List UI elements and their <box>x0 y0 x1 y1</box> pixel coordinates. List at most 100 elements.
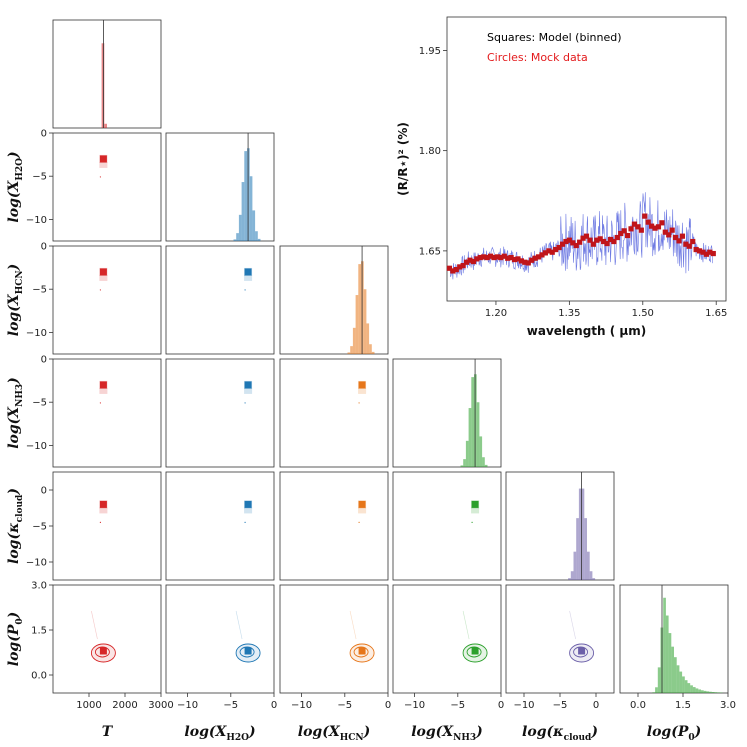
y-tick-label: 0 <box>41 242 47 253</box>
scatter-tail <box>235 610 243 640</box>
hist-bar <box>676 665 680 693</box>
x-tick-label: 0 <box>498 700 504 711</box>
hist-bar <box>687 683 691 693</box>
panel-kappa-kappa <box>505 471 615 581</box>
hist-bar <box>255 231 258 241</box>
panel-frame <box>279 471 389 581</box>
binned-point <box>710 250 716 257</box>
truth-marker <box>471 647 479 655</box>
scatter-dot <box>244 289 246 291</box>
hist-bar <box>584 518 587 580</box>
binned-point <box>522 259 528 265</box>
binned-point <box>621 228 627 234</box>
y-tick-label: 0 <box>41 486 47 497</box>
label-main: T <box>102 724 114 740</box>
panel-frame <box>505 471 615 581</box>
binned-point <box>477 254 483 261</box>
y-tick-label: 0 <box>41 355 47 366</box>
legend-entry: Squares: Model (binned) <box>487 31 622 44</box>
label-main: log(κ <box>522 724 564 740</box>
panel-NH3-NH3 <box>392 358 502 468</box>
scatter-dot <box>358 402 360 404</box>
hist-bar <box>479 436 483 467</box>
label-main: log(X <box>6 180 22 223</box>
x-tick-label: −10 <box>177 700 198 711</box>
hist-bar <box>363 289 367 354</box>
binned-point <box>518 258 524 264</box>
scatter-dot <box>99 402 101 404</box>
x-tick-label: −10 <box>404 700 425 711</box>
density-tail <box>99 274 108 281</box>
hist-bar <box>369 344 372 354</box>
binned-point <box>501 253 507 259</box>
truth-marker <box>99 647 107 655</box>
y-tick-label: −5 <box>32 398 47 409</box>
spectrum-ylabel: (R/R⋆)² (%) <box>396 122 410 196</box>
binned-point <box>662 229 668 235</box>
binned-point <box>470 258 477 265</box>
binned-point <box>515 256 521 262</box>
x-tick-label: 1.35 <box>558 308 580 319</box>
x-tick-label: 1.50 <box>632 308 654 319</box>
truth-marker <box>358 381 366 389</box>
panel-kappa-HCN <box>279 471 389 581</box>
density-tail <box>471 507 480 514</box>
label-sub: 0 <box>15 618 25 624</box>
binned-point <box>652 225 658 231</box>
panel-P0-T: 3.0 1.5 0.0 1000 2000 3000 <box>31 581 174 712</box>
panel-frame <box>505 584 615 694</box>
hist-bar <box>471 377 474 467</box>
contour-outer <box>235 643 261 663</box>
binned-point <box>573 242 579 249</box>
binned-point <box>467 257 473 263</box>
panel-NH3-H2O <box>165 358 275 468</box>
panel-frame <box>52 132 162 242</box>
panel-frame <box>165 471 275 581</box>
row-label-kappa: log(κcloud) <box>6 488 25 564</box>
hist-bar <box>460 465 464 467</box>
hist-bar <box>238 214 242 241</box>
hist-bar <box>684 680 688 693</box>
hist-bar <box>358 264 361 354</box>
corner-plot: 0 −5 −10 0 −5 −10 0 −5 −10 0 −5 −10 3.0 1.5 0.0 1000 200… <box>6 19 736 743</box>
col-label-NH3: log(XNH3) <box>411 724 483 743</box>
binned-point <box>446 265 453 271</box>
hist-bar <box>476 402 480 467</box>
binned-point <box>655 224 662 230</box>
panel-frame <box>392 358 502 468</box>
binned-point <box>559 241 566 247</box>
contour-outer <box>462 643 488 663</box>
model-line <box>449 192 713 280</box>
hist-bar <box>578 488 582 580</box>
x-tick-label: −10 <box>513 700 534 711</box>
label-sub: HCN <box>340 733 364 743</box>
density-tail <box>99 161 108 168</box>
hist-bar <box>233 239 237 241</box>
row-label-HCN: log(XHCN) <box>6 264 25 336</box>
binned-point <box>587 237 593 243</box>
hist-bar <box>576 518 579 580</box>
binned-point <box>649 223 655 229</box>
panel-frame <box>165 132 275 242</box>
label-main: log(X <box>411 724 454 740</box>
binned-point <box>635 224 641 230</box>
panel-frame <box>52 358 162 468</box>
truth-marker <box>578 647 586 655</box>
binned-point <box>549 249 555 255</box>
truth-marker <box>99 381 107 389</box>
label-end: ) <box>6 377 22 385</box>
hist-bar <box>587 551 590 580</box>
y-tick-label: 1.5 <box>31 626 47 637</box>
binned-point <box>580 235 586 241</box>
hist-bar <box>714 692 718 693</box>
panel-HCN-HCN <box>279 245 389 355</box>
x-tick-label: −10 <box>291 700 312 711</box>
binned-point <box>597 236 603 242</box>
label-main: log(X <box>184 724 227 740</box>
binned-point <box>450 268 456 274</box>
hist-bar <box>589 571 593 580</box>
contour-outer <box>90 643 116 663</box>
x-tick-label: 0 <box>593 700 599 711</box>
binned-point <box>535 254 542 260</box>
hist-bar <box>668 633 672 693</box>
